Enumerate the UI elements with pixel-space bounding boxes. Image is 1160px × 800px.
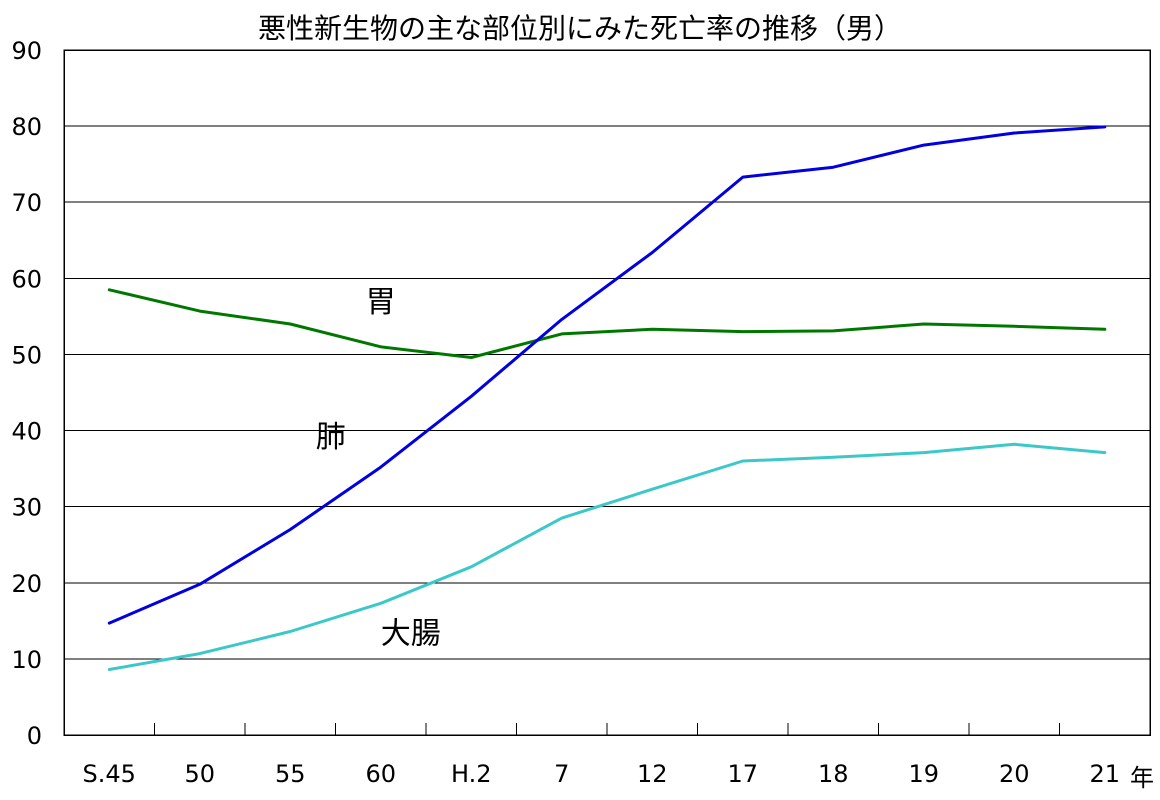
y-tick-label: 40 [11, 418, 42, 446]
series-label: 大腸 [381, 616, 441, 651]
plot-area-border [63, 49, 1151, 736]
x-tick-label: H.2 [451, 760, 492, 788]
y-tick-label: 0 [27, 722, 42, 750]
series-line-肺 [107, 125, 1107, 625]
x-tick-label: 20 [999, 760, 1030, 788]
series-line-胃 [107, 288, 1107, 359]
x-axis-ticks: S.45 50 55 60 H.2 7 12 17 18 19 20 21 [83, 723, 1120, 788]
x-tick-label: 12 [637, 760, 668, 788]
x-tick-label: 7 [554, 760, 569, 788]
y-tick-label: 60 [11, 265, 42, 293]
y-axis-ticks: 0 10 20 30 40 50 60 70 80 90 [11, 37, 42, 750]
series-label: 胃 [366, 285, 396, 320]
y-tick-label: 50 [11, 341, 42, 369]
x-tick-label: 55 [275, 760, 306, 788]
x-tick-label: 60 [365, 760, 396, 788]
y-tick-label: 70 [11, 189, 42, 217]
chart-title: 悪性新生物の主な部位別にみた死亡率の推移（男） [258, 12, 902, 45]
x-tick-label: 50 [184, 760, 215, 788]
x-tick-label: 19 [908, 760, 939, 788]
x-axis-unit: 年 [1130, 764, 1154, 792]
y-tick-label: 30 [11, 494, 42, 522]
series-line-大腸 [107, 442, 1107, 671]
grid-lines [64, 125, 1150, 660]
series-label: 肺 [316, 420, 346, 455]
y-tick-label: 80 [11, 113, 42, 141]
y-tick-label: 90 [11, 37, 42, 65]
x-tick-label: S.45 [83, 760, 136, 788]
y-tick-label: 10 [11, 646, 42, 674]
x-tick-label: 18 [818, 760, 849, 788]
x-tick-label: 17 [727, 760, 758, 788]
y-tick-label: 20 [11, 570, 42, 598]
series-lines [107, 125, 1107, 671]
axes [63, 49, 1151, 736]
x-tick-label: 21 [1089, 760, 1120, 788]
